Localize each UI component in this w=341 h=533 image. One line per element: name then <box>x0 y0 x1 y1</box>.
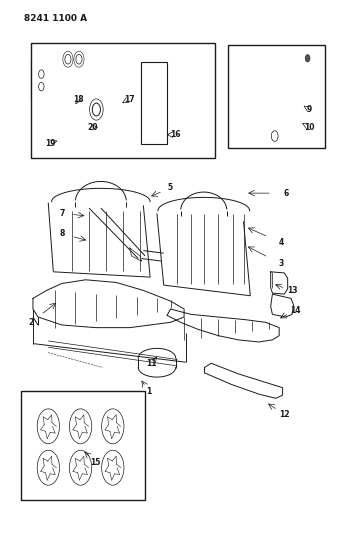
Text: 3: 3 <box>278 260 283 268</box>
Bar <box>21 391 145 500</box>
Text: 17: 17 <box>124 94 135 103</box>
Text: 12: 12 <box>279 410 290 419</box>
Text: 13: 13 <box>287 286 297 295</box>
Text: 1: 1 <box>146 387 151 396</box>
Text: 14: 14 <box>290 305 301 314</box>
Text: 7: 7 <box>59 209 64 218</box>
Circle shape <box>305 54 310 62</box>
Text: 19: 19 <box>45 139 55 148</box>
Text: 9: 9 <box>307 105 312 114</box>
Text: 6: 6 <box>283 189 288 198</box>
Bar <box>31 43 214 158</box>
Text: 11: 11 <box>147 359 157 368</box>
Text: 4: 4 <box>278 238 283 247</box>
Text: 5: 5 <box>168 183 173 192</box>
Text: 20: 20 <box>87 123 98 132</box>
Text: 8241 1100 A: 8241 1100 A <box>25 14 88 23</box>
Bar <box>228 45 325 149</box>
Bar <box>141 61 167 144</box>
Text: 18: 18 <box>74 94 84 103</box>
Text: 16: 16 <box>170 130 181 139</box>
Text: 10: 10 <box>305 123 315 132</box>
Text: 2: 2 <box>29 318 34 327</box>
Text: 15: 15 <box>91 458 101 466</box>
Text: 8: 8 <box>59 229 64 238</box>
